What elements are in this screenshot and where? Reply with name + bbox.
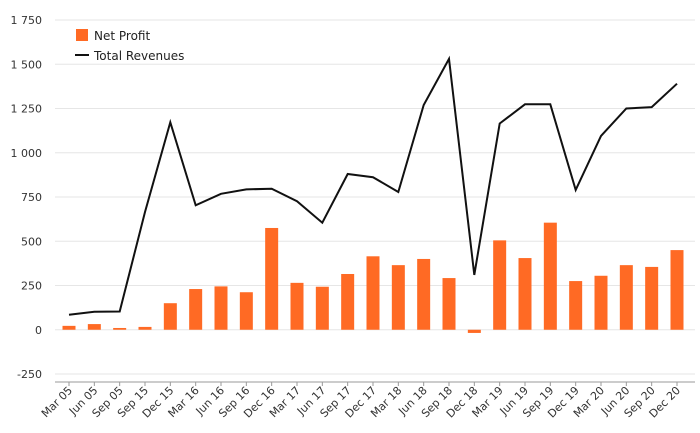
legend-net-profit-label: Net Profit: [94, 29, 150, 43]
y-tick-label: 250: [21, 280, 42, 293]
net-profit-bar: [417, 258, 431, 330]
net-profit-bar: [214, 286, 228, 330]
net-profit-bar: [391, 265, 405, 330]
legend-net-profit-swatch: [76, 29, 88, 41]
net-profit-bar: [163, 303, 177, 330]
net-profit-bar: [341, 273, 355, 330]
net-profit-bar: [518, 258, 532, 330]
net-profit-bar: [569, 281, 583, 330]
net-profit-bar: [645, 266, 659, 330]
y-tick-label: 1 250: [11, 103, 43, 116]
y-tick-label: 1 500: [11, 58, 43, 71]
net-profit-bar: [113, 327, 127, 330]
y-axis-tick-labels: -250 0 250 500 750 1 000 1 250 1 500 1 750: [11, 14, 43, 381]
x-tick-label: Mar 05: [39, 384, 75, 420]
y-tick-label: 750: [21, 191, 42, 204]
y-tick-label: -250: [17, 368, 42, 381]
total-revenues-line: [68, 55, 678, 316]
net-profit-bar: [138, 326, 152, 330]
net-profit-bars: [62, 222, 684, 333]
total-revenues-series-line: [68, 55, 678, 316]
net-profit-bar: [442, 278, 456, 330]
net-profit-bar: [87, 324, 101, 330]
y-tick-label: 1 750: [11, 14, 43, 27]
net-profit-bar: [189, 289, 203, 330]
net-profit-bar: [290, 282, 304, 330]
net-profit-bar: [265, 227, 279, 330]
y-tick-label: 500: [21, 235, 42, 248]
net-profit-bar: [366, 256, 380, 330]
net-profit-bar: [62, 325, 76, 330]
net-profit-bar: [467, 329, 481, 333]
y-tick-label: 1 000: [11, 147, 43, 160]
legend: Net Profit Total Revenues: [75, 29, 184, 63]
y-tick-label: 0: [35, 324, 42, 337]
net-profit-bar: [594, 275, 608, 330]
net-profit-bar: [315, 286, 329, 330]
net-profit-bar: [239, 292, 253, 330]
net-profit-bar: [493, 240, 507, 330]
net-profit-bar: [543, 222, 557, 330]
net-profit-bar: [619, 265, 633, 330]
legend-total-revenues-label: Total Revenues: [93, 49, 184, 63]
net-profit-bar: [670, 250, 684, 330]
